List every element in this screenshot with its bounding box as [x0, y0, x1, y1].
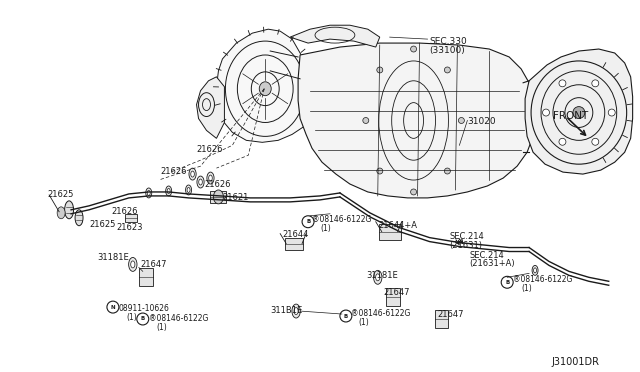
Text: ®08146-6122G: ®08146-6122G: [148, 314, 208, 323]
Text: B: B: [505, 280, 509, 285]
Text: 31181E: 31181E: [366, 271, 397, 280]
Text: (1): (1): [359, 318, 369, 327]
Text: B: B: [307, 219, 311, 224]
Ellipse shape: [376, 274, 380, 281]
Text: 31020: 31020: [467, 116, 496, 125]
Polygon shape: [525, 49, 632, 174]
Ellipse shape: [107, 301, 119, 313]
Text: 21626: 21626: [205, 180, 231, 189]
Text: N: N: [111, 305, 115, 310]
Ellipse shape: [458, 118, 465, 124]
Ellipse shape: [65, 201, 74, 219]
Text: (21631): (21631): [449, 241, 483, 250]
Text: 21626: 21626: [196, 145, 223, 154]
Ellipse shape: [559, 138, 566, 145]
Text: J31001DR: J31001DR: [551, 357, 599, 367]
Text: 21625: 21625: [89, 220, 115, 229]
Text: 21647: 21647: [438, 310, 464, 319]
Ellipse shape: [411, 46, 417, 52]
Text: 21644+A: 21644+A: [379, 221, 418, 230]
Text: (1): (1): [521, 284, 532, 293]
Ellipse shape: [534, 268, 536, 273]
Text: 08911-10626: 08911-10626: [119, 304, 170, 313]
Text: 21625: 21625: [47, 190, 74, 199]
Ellipse shape: [167, 189, 170, 193]
Ellipse shape: [197, 176, 204, 188]
Ellipse shape: [129, 257, 137, 271]
Text: (1): (1): [157, 323, 168, 332]
Text: SEC.330: SEC.330: [429, 37, 467, 46]
Text: (1): (1): [320, 224, 331, 233]
Ellipse shape: [374, 270, 382, 284]
Ellipse shape: [186, 185, 191, 195]
Text: 31181E: 31181E: [97, 253, 129, 263]
Text: 21644: 21644: [282, 230, 308, 239]
Ellipse shape: [377, 67, 383, 73]
Text: SEC.214: SEC.214: [449, 232, 484, 241]
Bar: [139, 268, 153, 286]
Text: FRONT: FRONT: [553, 110, 588, 121]
Bar: [125, 214, 137, 222]
Bar: [211, 191, 227, 203]
Text: 21647: 21647: [141, 260, 167, 269]
Ellipse shape: [209, 175, 212, 181]
Text: ®08146-6122G: ®08146-6122G: [513, 275, 573, 284]
Text: SEC.214: SEC.214: [469, 250, 504, 260]
Bar: [386, 288, 399, 306]
Ellipse shape: [207, 172, 214, 184]
Ellipse shape: [444, 67, 451, 73]
Ellipse shape: [302, 216, 314, 228]
Text: (21631+A): (21631+A): [469, 259, 515, 269]
Ellipse shape: [259, 82, 271, 96]
Text: 311B1E: 311B1E: [270, 306, 303, 315]
Ellipse shape: [57, 207, 65, 219]
Ellipse shape: [147, 190, 150, 195]
Ellipse shape: [363, 118, 369, 124]
Ellipse shape: [592, 138, 599, 145]
Ellipse shape: [75, 210, 83, 226]
Ellipse shape: [559, 80, 566, 87]
Text: 21626: 21626: [161, 167, 187, 176]
Ellipse shape: [501, 276, 513, 288]
Ellipse shape: [444, 168, 451, 174]
Ellipse shape: [214, 190, 223, 204]
Text: ®08146-6122G: ®08146-6122G: [312, 215, 371, 224]
Polygon shape: [290, 25, 380, 47]
Polygon shape: [298, 43, 535, 198]
Text: ®08146-6122G: ®08146-6122G: [351, 309, 410, 318]
Text: B: B: [141, 317, 145, 321]
Bar: [435, 310, 449, 328]
Ellipse shape: [166, 186, 172, 196]
Text: 21647: 21647: [384, 288, 410, 297]
Ellipse shape: [340, 310, 352, 322]
Ellipse shape: [189, 168, 196, 180]
Ellipse shape: [294, 308, 298, 315]
Ellipse shape: [131, 261, 135, 268]
Bar: [285, 238, 303, 250]
Text: 21621: 21621: [223, 193, 249, 202]
Ellipse shape: [146, 188, 152, 198]
Ellipse shape: [137, 313, 148, 325]
Ellipse shape: [191, 171, 195, 177]
Text: B: B: [344, 314, 348, 318]
Ellipse shape: [292, 304, 300, 318]
Polygon shape: [216, 29, 316, 142]
Bar: [379, 224, 401, 240]
Ellipse shape: [608, 109, 615, 116]
Ellipse shape: [573, 107, 585, 119]
Polygon shape: [196, 77, 225, 138]
Text: 21626: 21626: [111, 207, 138, 216]
Text: (1): (1): [127, 313, 138, 322]
Ellipse shape: [543, 109, 550, 116]
Text: 21623: 21623: [117, 223, 143, 232]
Ellipse shape: [187, 187, 190, 192]
Ellipse shape: [411, 189, 417, 195]
Ellipse shape: [377, 168, 383, 174]
Ellipse shape: [592, 80, 599, 87]
Text: (33100): (33100): [429, 46, 465, 55]
Ellipse shape: [532, 265, 538, 275]
Ellipse shape: [199, 179, 202, 185]
